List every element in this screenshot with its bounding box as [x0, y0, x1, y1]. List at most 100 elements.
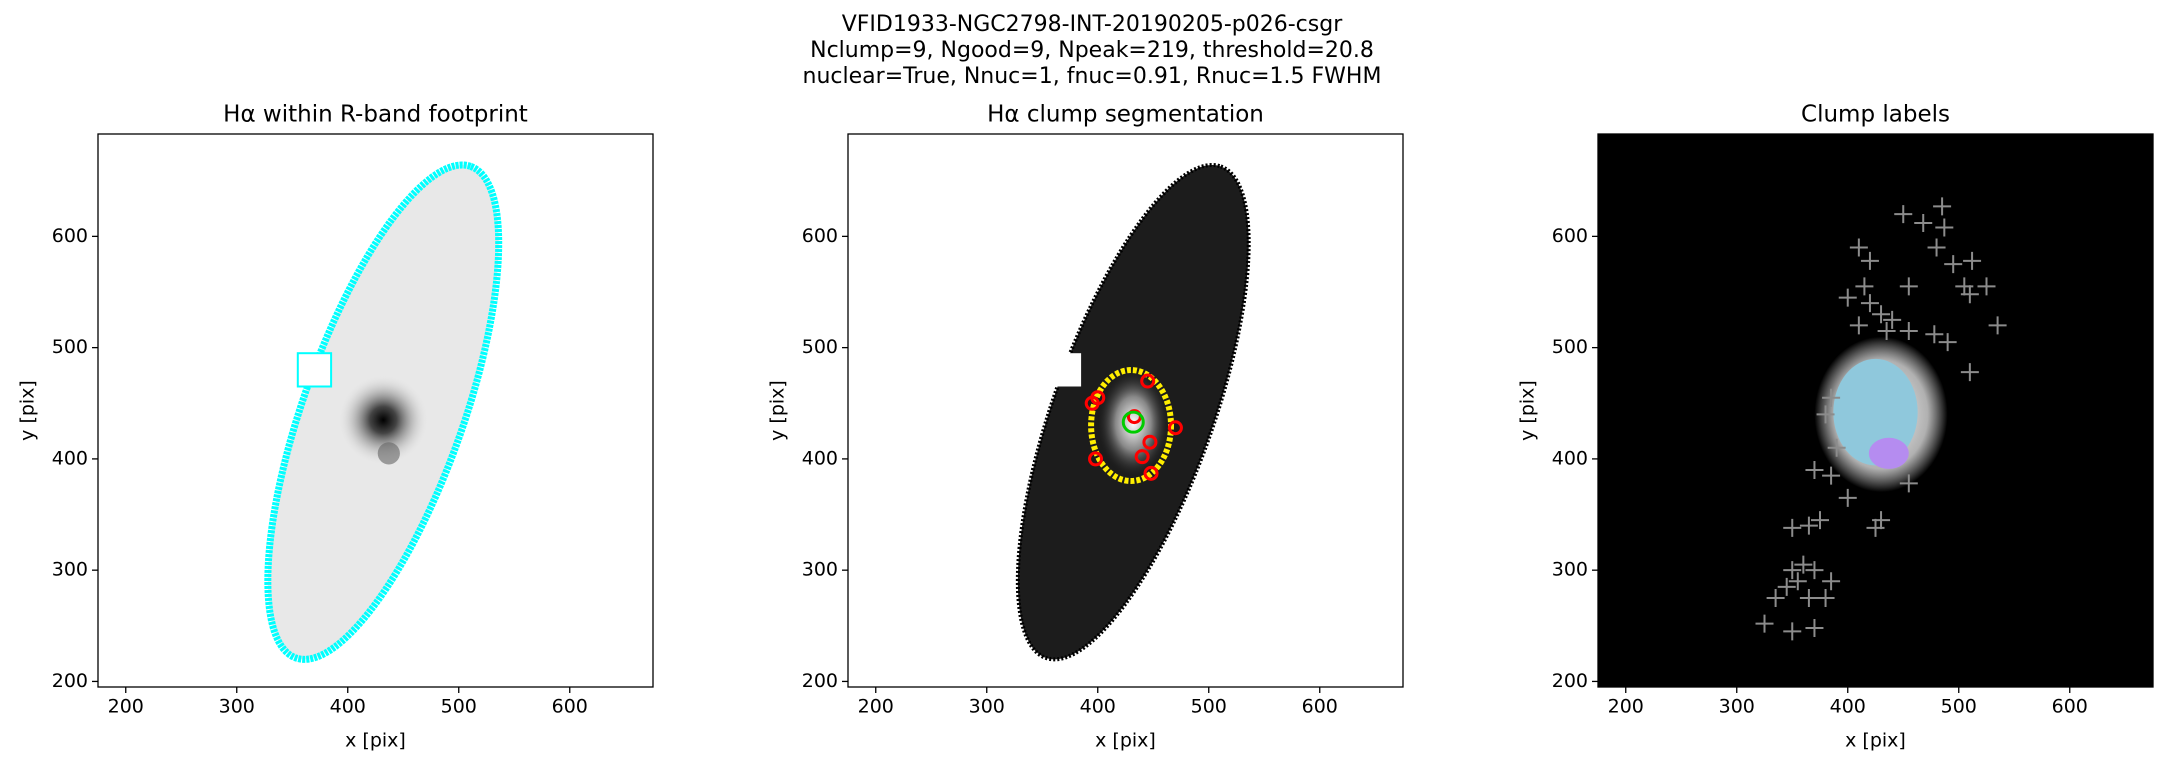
peak-marker — [1805, 461, 1824, 480]
y-tick-label: 300 — [1552, 559, 1588, 581]
peak-marker — [1935, 218, 1954, 237]
axes-frame — [97, 133, 654, 688]
peak-marker — [1883, 310, 1902, 329]
peak-marker — [1899, 321, 1918, 340]
peak-marker — [1860, 294, 1879, 313]
peak-marker — [1783, 622, 1802, 641]
peak-marker — [1799, 516, 1818, 535]
x-tick-label: 300 — [1719, 696, 1755, 718]
x-tick-label: 200 — [108, 696, 144, 718]
peak-marker — [1816, 588, 1835, 607]
y-axis-label: y [pix] — [767, 380, 789, 441]
peak-marker — [1938, 333, 1957, 352]
y-tick-label: 500 — [1552, 336, 1588, 358]
knot — [377, 442, 400, 465]
panel-title: Hα within R-band footprint — [223, 102, 528, 128]
panel-title: Clump labels — [1801, 102, 1950, 128]
clump-marker — [1084, 395, 1100, 411]
y-tick-label: 400 — [1552, 447, 1588, 469]
y-tick-label: 600 — [1552, 225, 1588, 247]
clump-marker — [1088, 451, 1104, 467]
clump-marker — [1167, 420, 1183, 436]
clump-marker — [1143, 465, 1159, 481]
figure-title: VFID1933-NGC2798-INT-20190205-p026-csgr — [842, 12, 1343, 37]
peak-marker — [1783, 518, 1802, 537]
image — [264, 161, 503, 663]
peak-marker — [1933, 197, 1952, 216]
clump-marker — [1134, 449, 1150, 465]
x-axis-label: x [pix] — [345, 730, 406, 752]
y-tick-label: 400 — [802, 447, 838, 469]
label-1 — [1833, 358, 1918, 466]
x-tick-label: 400 — [330, 696, 366, 718]
peak-marker — [1899, 277, 1918, 296]
peak-marker — [1799, 588, 1818, 607]
mask-notch — [296, 352, 333, 388]
panel: 200 300 400 500 600 200 300 400 500 600 Clump labe… — [1517, 102, 2154, 752]
y-axis-label: y [pix] — [1517, 380, 1539, 441]
image — [1015, 162, 1251, 662]
peak-marker — [1872, 305, 1891, 324]
peak-marker — [1944, 255, 1963, 274]
y-tick-label: 300 — [802, 559, 838, 581]
y-tick-label: 500 — [802, 336, 838, 358]
peak-marker — [1755, 614, 1774, 633]
x-tick-label: 500 — [441, 696, 477, 718]
peak-marker — [1822, 572, 1841, 591]
x-tick-label: 600 — [1302, 696, 1338, 718]
y-tick-label: 600 — [52, 225, 88, 247]
clump-marker — [1142, 434, 1158, 450]
x-tick-label: 300 — [219, 696, 255, 718]
peak-marker — [1805, 619, 1824, 638]
x-tick-label: 200 — [1608, 696, 1644, 718]
clump-marker — [1140, 373, 1156, 389]
mask-notch — [1047, 353, 1082, 387]
x-axis-label: x [pix] — [1095, 730, 1156, 752]
peak-marker — [1960, 363, 1979, 382]
peak-marker — [1794, 555, 1813, 574]
peak-marker — [1805, 561, 1824, 580]
y-tick-label: 200 — [802, 670, 838, 692]
x-tick-label: 600 — [2052, 696, 2088, 718]
peak-marker — [1963, 251, 1982, 270]
peak-marker — [1827, 438, 1846, 457]
peak-marker — [1866, 518, 1885, 537]
y-tick-label: 200 — [1552, 670, 1588, 692]
peak-marker — [1849, 238, 1868, 257]
x-tick-label: 600 — [552, 696, 588, 718]
panel: 200 300 400 500 600 200 300 400 500 600 Hα within … — [17, 102, 654, 752]
peak-marker — [1925, 325, 1944, 344]
peak-marker — [1838, 488, 1857, 507]
axes-frame — [847, 133, 1404, 688]
x-tick-label: 300 — [969, 696, 1005, 718]
y-tick-label: 500 — [52, 336, 88, 358]
nucleus — [338, 375, 428, 465]
x-tick-label: 200 — [858, 696, 894, 718]
peak-marker — [1988, 316, 2007, 335]
peak-marker — [1838, 288, 1857, 307]
panel: 200 300 400 500 600 200 300 400 500 600 Hα clump s… — [767, 102, 1404, 752]
x-tick-label: 500 — [1941, 696, 1977, 718]
y-tick-label: 600 — [802, 225, 838, 247]
peak-marker — [1894, 205, 1913, 224]
x-tick-label: 400 — [1830, 696, 1866, 718]
panel-title: Hα clump segmentation — [987, 102, 1264, 128]
y-tick-label: 400 — [52, 447, 88, 469]
peak-marker — [1783, 561, 1802, 580]
figure-subtitle: nuclear=True, Nnuc=1, fnuc=0.91, Rnuc=1.… — [803, 64, 1382, 89]
x-tick-label: 400 — [1080, 696, 1116, 718]
peak-marker — [1766, 588, 1785, 607]
y-tick-label: 200 — [52, 670, 88, 692]
peak-marker — [1849, 316, 1868, 335]
peak-marker — [1899, 474, 1918, 493]
peak-marker — [1860, 251, 1879, 270]
peak-marker — [1816, 405, 1835, 424]
figure-subtitle: Nclump=9, Ngood=9, Npeak=219, threshold=… — [810, 38, 1374, 63]
peak-marker — [1855, 277, 1874, 296]
y-tick-label: 300 — [52, 559, 88, 581]
label-2 — [1868, 437, 1909, 469]
nuclear-marker — [1121, 410, 1145, 434]
image — [1598, 134, 2153, 687]
x-tick-label: 500 — [1191, 696, 1227, 718]
